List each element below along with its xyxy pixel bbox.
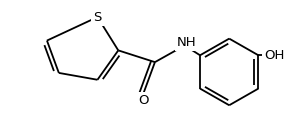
Text: S: S xyxy=(93,11,102,24)
Text: NH: NH xyxy=(177,36,196,49)
Text: OH: OH xyxy=(264,49,284,62)
Text: O: O xyxy=(138,94,148,107)
